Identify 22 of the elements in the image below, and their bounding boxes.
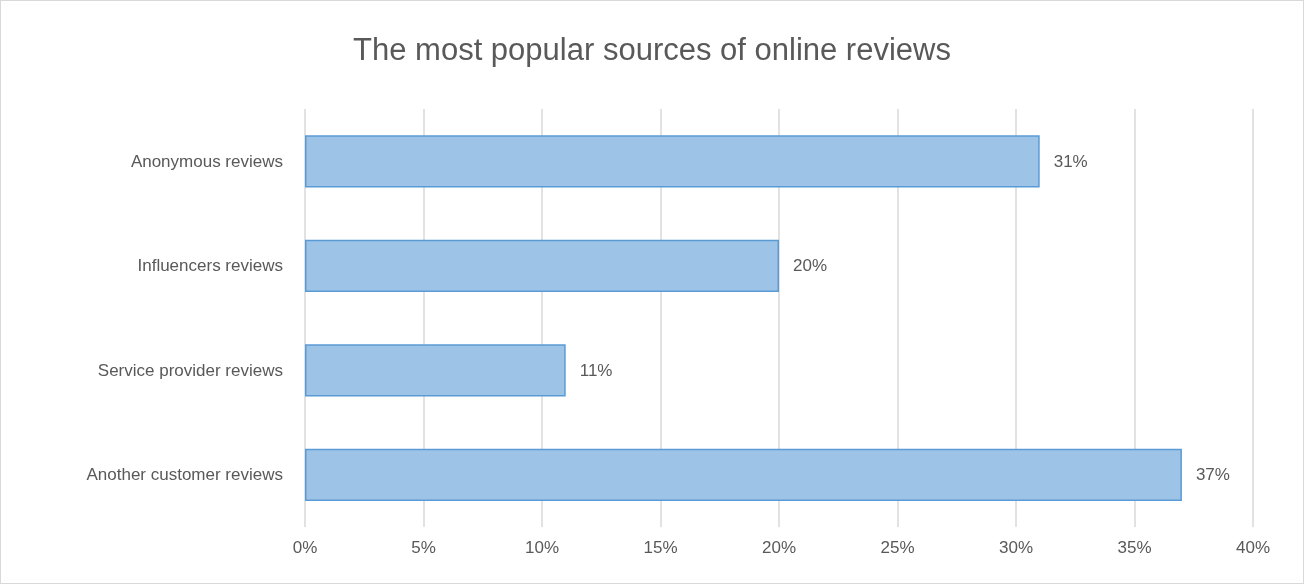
x-tick-label: 20%: [761, 538, 797, 557]
data-label: 31%: [1053, 151, 1088, 171]
x-tick-label: 15%: [643, 538, 678, 557]
x-tick-label: 10%: [524, 538, 560, 557]
x-tick-label: 35%: [1117, 538, 1152, 557]
y-tick-label: Another customer reviews: [86, 465, 283, 485]
x-tick-label: 40%: [1235, 538, 1271, 557]
data-label: 11%: [579, 360, 613, 380]
y-tick-label: Influencers reviews: [137, 256, 283, 276]
chart-title: The most popular sources of online reviews: [353, 32, 951, 67]
data-label: 20%: [793, 256, 828, 276]
bar: [305, 135, 1040, 188]
x-tick-label: 5%: [411, 538, 436, 557]
bar: [305, 344, 566, 397]
bar: [305, 239, 779, 292]
y-tick-label: Service provider reviews: [97, 360, 283, 380]
x-tick-label: 25%: [880, 538, 915, 557]
bar: [305, 448, 1182, 501]
data-label: 37%: [1195, 465, 1230, 485]
x-tick-label: 30%: [998, 538, 1034, 557]
x-tick-label: 0%: [292, 538, 318, 557]
y-tick-label: Anonymous reviews: [130, 151, 283, 171]
